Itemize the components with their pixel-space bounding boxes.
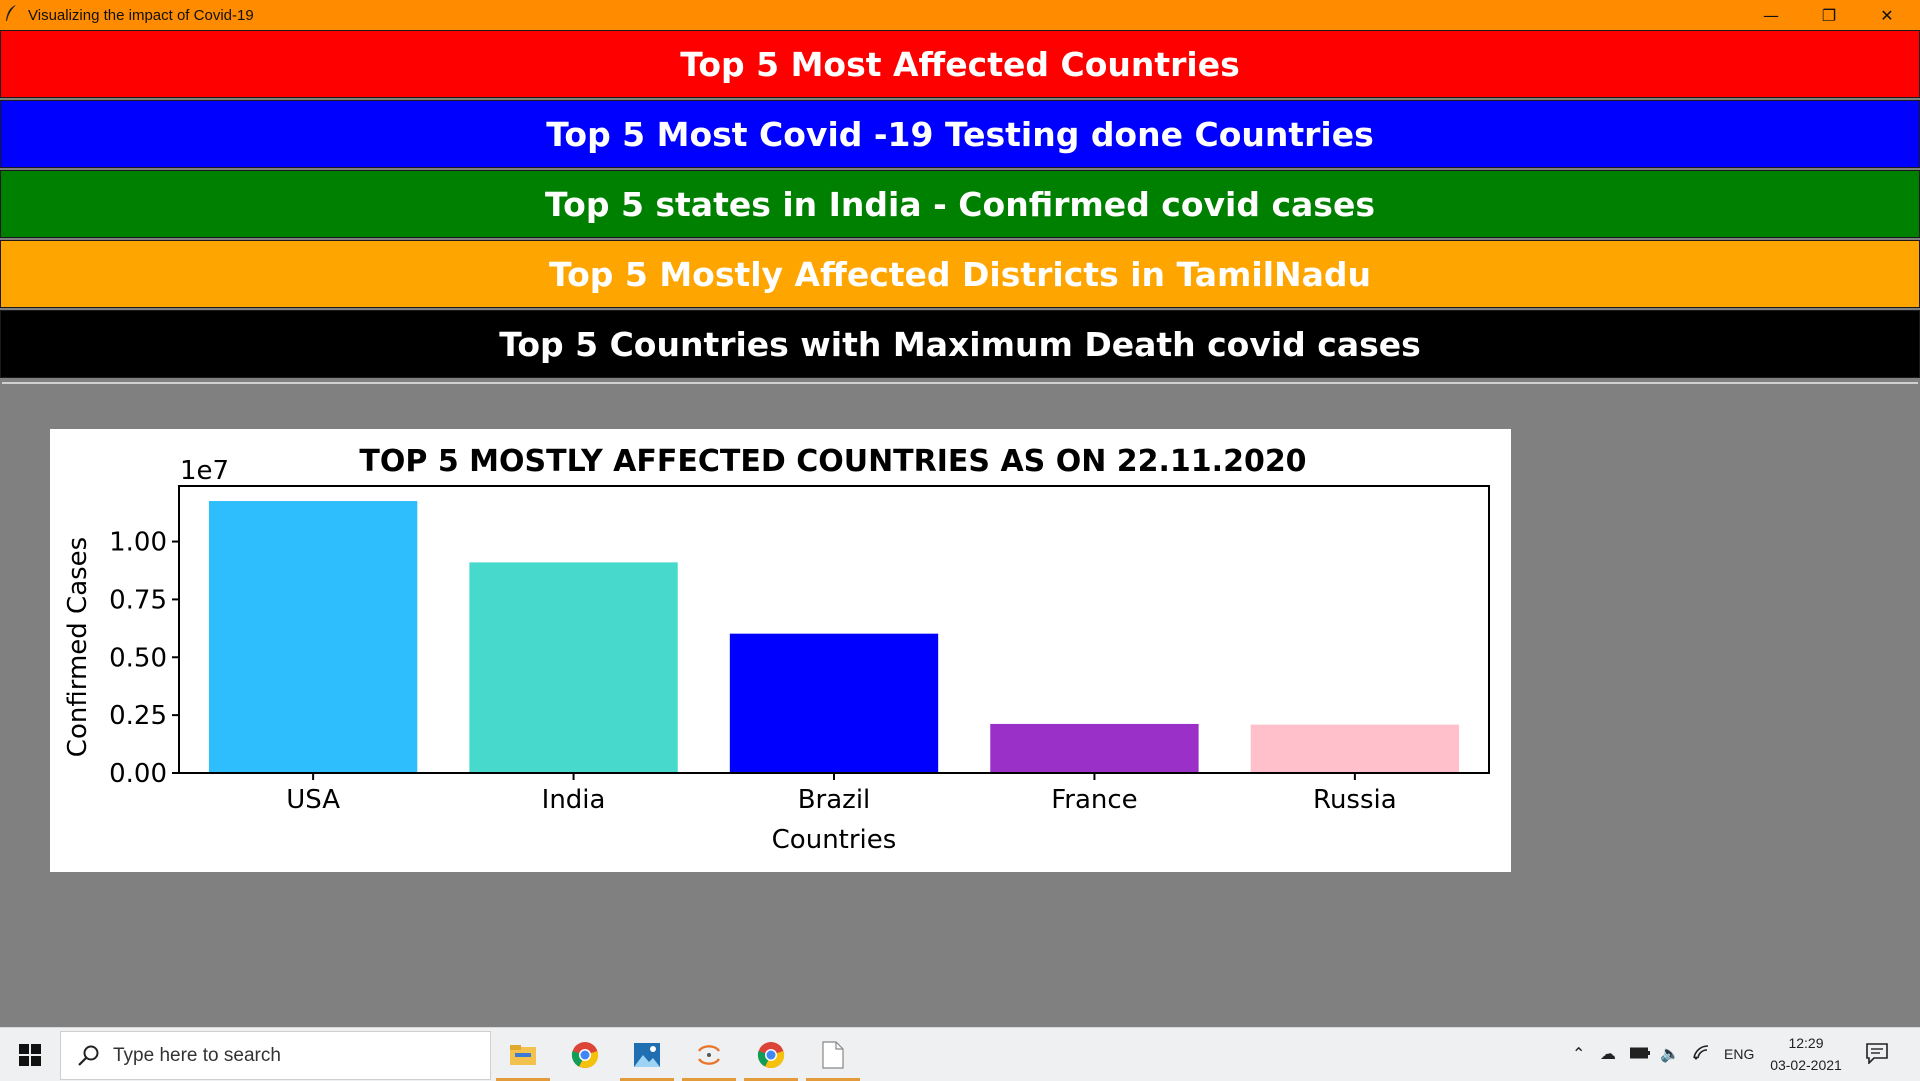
bar-france xyxy=(990,723,1199,773)
battery-icon[interactable] xyxy=(1630,1044,1650,1063)
top5-testing-countries-button[interactable]: Top 5 Most Covid -19 Testing done Countr… xyxy=(0,100,1920,168)
chevron-up-icon[interactable]: ⌃ xyxy=(1572,1044,1586,1063)
maximize-button[interactable]: ❐ xyxy=(1821,5,1837,25)
clock-date[interactable]: 03-02-2021 xyxy=(1770,1057,1842,1073)
x-tick-label: Brazil xyxy=(798,785,871,815)
y-tick-label: 0.25 xyxy=(109,701,167,731)
taskbar-search-box[interactable]: Type here to search xyxy=(60,1031,491,1080)
y-axis-offset-label: 1e7 xyxy=(180,456,229,486)
bar-russia xyxy=(1250,724,1460,773)
top5-india-states-button[interactable]: Top 5 states in India - Confirmed covid … xyxy=(0,170,1920,238)
chart-panel: TOP 5 MOSTLY AFFECTED COUNTRIES AS ON 22… xyxy=(50,429,1511,872)
windows-logo-icon xyxy=(19,1043,41,1066)
x-tick-label: Russia xyxy=(1313,785,1397,815)
feather-app-icon xyxy=(4,4,26,26)
speaker-icon[interactable]: 🔈 xyxy=(1660,1044,1680,1063)
y-tick-label: 1.00 xyxy=(109,528,167,558)
close-button[interactable]: ✕ xyxy=(1880,5,1894,25)
photos-icon[interactable] xyxy=(616,1028,678,1081)
plot-frame xyxy=(178,485,1490,774)
x-axis-label: Countries xyxy=(772,825,897,855)
wifi-icon[interactable] xyxy=(1692,1044,1710,1064)
y-tick-label: 0.75 xyxy=(109,585,167,615)
bar-chart: TOP 5 MOSTLY AFFECTED COUNTRIES AS ON 22… xyxy=(63,444,1490,855)
notifications-icon[interactable] xyxy=(1866,1042,1888,1068)
windows-taskbar: Type here to search ⌃ ☁ 🔈 ENG 12:29 03-0… xyxy=(0,1027,1920,1081)
python-idle-icon[interactable] xyxy=(678,1028,740,1081)
x-tick-label: France xyxy=(1051,785,1137,815)
y-tick-label: 0.00 xyxy=(109,759,167,789)
bar-usa xyxy=(208,501,418,773)
top5-affected-countries-button[interactable]: Top 5 Most Affected Countries xyxy=(0,30,1920,98)
chrome-icon[interactable] xyxy=(554,1028,616,1081)
minimize-button[interactable]: — xyxy=(1763,5,1779,25)
start-button[interactable] xyxy=(0,1028,60,1081)
bar-brazil xyxy=(729,633,939,773)
cloud-sync-icon[interactable]: ☁ xyxy=(1600,1044,1616,1063)
y-tick-label: 0.50 xyxy=(109,643,167,673)
search-icon xyxy=(78,1045,99,1066)
x-tick-label: India xyxy=(542,785,606,815)
y-axis-label: Confirmed Cases xyxy=(63,537,93,757)
top5-death-countries-button[interactable]: Top 5 Countries with Maximum Death covid… xyxy=(0,310,1920,378)
window-title-bar: Visualizing the impact of Covid-19 — ❐ ✕ xyxy=(0,0,1920,30)
chart-title: TOP 5 MOSTLY AFFECTED COUNTRIES AS ON 22… xyxy=(359,444,1306,479)
language-indicator[interactable]: ENG xyxy=(1724,1046,1755,1062)
file-explorer-icon[interactable] xyxy=(492,1028,554,1081)
top5-tamilnadu-districts-button[interactable]: Top 5 Mostly Affected Districts in Tamil… xyxy=(0,240,1920,308)
chrome-icon[interactable] xyxy=(740,1028,802,1081)
document-icon[interactable] xyxy=(802,1028,864,1081)
window-title: Visualizing the impact of Covid-19 xyxy=(28,6,254,24)
clock-time[interactable]: 12:29 xyxy=(1788,1035,1824,1051)
bar-india xyxy=(469,562,678,773)
x-tick-label: USA xyxy=(286,785,340,815)
search-placeholder: Type here to search xyxy=(113,1044,281,1066)
